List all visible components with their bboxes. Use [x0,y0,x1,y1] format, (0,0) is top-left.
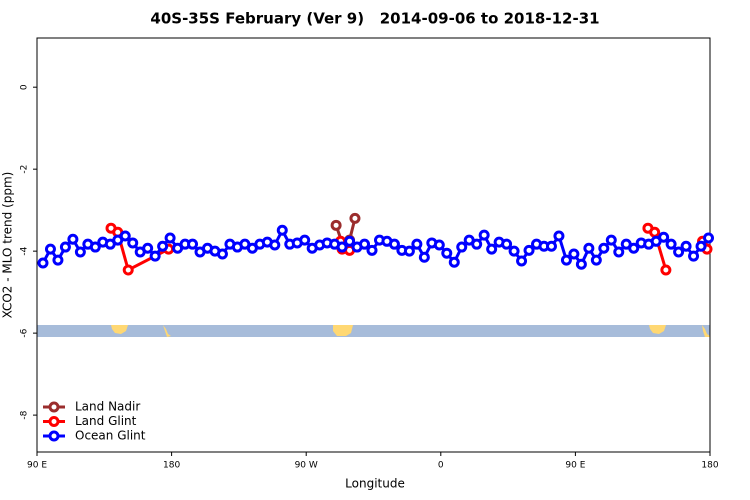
x-tick-label: 90 W [295,461,318,471]
point [441,247,453,259]
point [553,230,565,242]
legend-label: Land Glint [75,414,137,428]
land [111,325,128,334]
point [660,264,672,276]
legend-label: Land Nadir [75,400,140,414]
point [418,251,430,263]
legend-marker [48,430,60,442]
x-axis-label: Longitude [345,477,405,491]
point [411,238,423,250]
point [628,242,640,254]
y-axis-label: XCO2 - MLO trend (ppm) [1,172,15,319]
point [590,254,602,266]
point [157,240,169,252]
y-tick-label: -2 [20,165,30,174]
point [433,239,445,251]
point [149,250,161,262]
point [649,226,661,238]
point [695,240,707,252]
point [366,244,378,256]
point [52,254,64,266]
point [122,264,134,276]
point [187,238,199,250]
point [44,243,56,255]
y-tick-label: -8 [20,410,30,419]
map-strip [37,325,710,337]
point [658,231,670,243]
point [560,254,572,266]
point [456,241,468,253]
point [269,239,281,251]
point [127,237,139,249]
point [299,234,311,246]
point [501,238,513,250]
point [216,248,228,260]
point [703,232,715,244]
point [665,238,677,250]
point [142,242,154,254]
y-tick-label: 0 [20,84,30,90]
land [333,325,353,336]
point [403,245,415,257]
land [649,325,666,334]
point [478,229,490,241]
point [37,257,49,269]
legend-marker [48,401,60,413]
chart-title: 40S-35S February (Ver 9) 2014-09-06 to 2… [150,10,599,28]
point [330,219,342,231]
point [508,245,520,257]
x-tick-label: 180 [163,461,180,471]
point [276,224,288,236]
point [613,246,625,258]
point [164,232,176,244]
point [583,242,595,254]
point [59,241,71,253]
point [388,238,400,250]
point [89,241,101,253]
point [119,230,131,242]
point [344,235,356,247]
point [575,258,587,270]
y-tick-label: -4 [20,246,30,255]
land [163,325,171,337]
point [74,246,86,258]
x-tick-label: 90 E [565,461,585,471]
legend-marker [48,416,60,427]
point [486,243,498,255]
point [673,246,685,258]
point [471,238,483,250]
point [568,248,580,260]
point [448,256,460,268]
y-tick-label: -6 [20,328,30,337]
point [516,255,528,267]
land [702,325,710,337]
point [359,238,371,250]
point [67,233,79,245]
point [545,240,557,252]
point [523,244,535,256]
point [688,250,700,262]
legend-label: Ocean Glint [75,429,146,443]
point [349,212,361,224]
x-tick-label: 180 [701,461,718,471]
x-tick-label: 0 [438,461,444,471]
point [605,234,617,246]
ocean-band [37,325,710,337]
point [336,241,348,253]
point [680,240,692,252]
x-tick-label: 90 E [27,461,47,471]
point [598,242,610,254]
